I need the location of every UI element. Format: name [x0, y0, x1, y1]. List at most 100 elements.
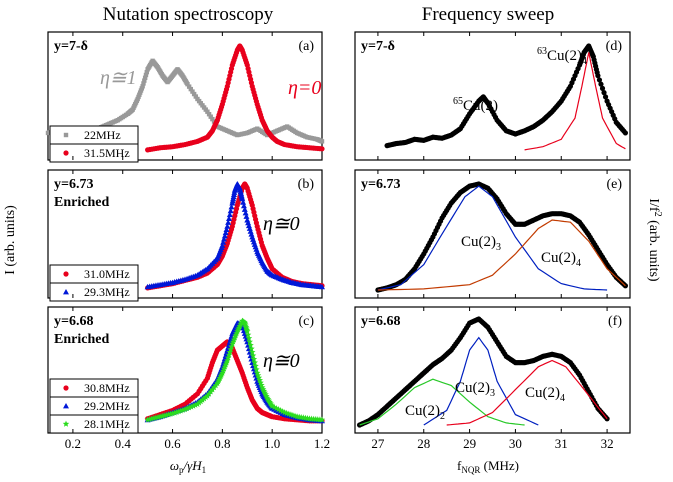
- data-point: [225, 351, 233, 358]
- data-point: [156, 413, 164, 420]
- x-tick-label: 27: [371, 436, 385, 451]
- panel-letter: (b): [298, 177, 315, 192]
- data-point: [599, 85, 606, 91]
- data-point: [319, 139, 325, 144]
- data-point: [266, 398, 273, 405]
- data-point: [175, 408, 182, 415]
- series-29-3mhz: [144, 181, 325, 290]
- data-point: [165, 411, 172, 418]
- legend-label: 28.1MHz: [84, 417, 130, 431]
- panel-letter: (a): [298, 39, 314, 54]
- data-point: [259, 385, 267, 392]
- data-point: [179, 406, 187, 413]
- data-point: [206, 111, 212, 117]
- data-point: [173, 408, 180, 415]
- data-point: [622, 130, 629, 136]
- header-left: Nutation spectroscopy: [103, 4, 274, 25]
- data-point: [144, 69, 150, 75]
- data-point: [185, 404, 193, 411]
- data-point: [225, 219, 232, 225]
- peak-label: 65Cu(2): [453, 96, 498, 114]
- data-point: [246, 338, 253, 345]
- eta-annotation: η≅1: [100, 67, 137, 89]
- panel-f: y=6.68 (f) Cu(2)2 Cu(2)3 Cu(2)4 27 28 29 30 31 32: [354, 306, 631, 451]
- legend-label: 29.3MHz: [84, 285, 130, 299]
- data-point: [239, 195, 246, 202]
- data-point: [200, 395, 208, 402]
- data-point: [244, 331, 252, 338]
- panel-d: y=7-δ (d) 65Cu(2) 63Cu(2)4: [354, 31, 631, 161]
- series-data: [375, 181, 629, 293]
- data-point: [247, 341, 254, 348]
- sample-label: y=6.68: [361, 314, 400, 329]
- panel-frame: [47, 31, 323, 161]
- panel-letter: (f): [608, 314, 622, 329]
- panel-c: y=6.68 Enriched (c) η≅0 30.8MHz 29.2MHz 28.1MH…: [47, 306, 330, 451]
- sample-label: y=6.73: [361, 177, 400, 192]
- legend-marker: [63, 150, 69, 156]
- data-point: [197, 398, 204, 405]
- data-point: [190, 402, 197, 409]
- legend: 22MHz 31.5MHz: [49, 125, 139, 163]
- peak-label: Cu(2)2: [405, 403, 445, 422]
- data-point: [202, 393, 209, 400]
- series-data: [356, 316, 610, 428]
- data-point: [240, 202, 247, 209]
- data-point: [208, 114, 213, 119]
- series-31-5mhz: [145, 43, 325, 153]
- sample-label-2: Enriched: [54, 195, 109, 210]
- sample-label: y=6.68: [54, 314, 93, 329]
- data-point: [224, 223, 231, 229]
- eta-annotation: η=0: [288, 77, 321, 99]
- right-xlabel: fNQR (MHz): [457, 458, 519, 475]
- x-tick-label: 0.6: [164, 436, 181, 451]
- data-point: [192, 401, 199, 408]
- panel-frame: [47, 306, 323, 434]
- data-point: [219, 242, 226, 248]
- data-point: [223, 226, 230, 232]
- legend-box: [49, 282, 139, 302]
- series-cu-2-4-fit: [377, 219, 626, 291]
- series-data: [384, 43, 629, 149]
- data-point: [181, 406, 189, 413]
- data-point: [240, 199, 247, 205]
- x-tick-label: 28: [417, 436, 430, 451]
- left-ylabel: I (arb. units): [3, 205, 18, 275]
- series-fit: [524, 52, 626, 151]
- data-point: [152, 414, 160, 421]
- x-tick-label: 0.2: [65, 436, 81, 451]
- legend-marker: [63, 271, 69, 277]
- data-point: [250, 355, 258, 362]
- panel-frame: [47, 169, 323, 299]
- sample-label: y=7-δ: [54, 39, 88, 54]
- data-point: [267, 400, 274, 407]
- data-point: [242, 209, 249, 216]
- eta-annotation: η≅0: [263, 213, 300, 235]
- data-point: [193, 94, 198, 99]
- data-point: [249, 352, 257, 359]
- data-point: [227, 207, 234, 214]
- sample-label: y=6.73: [54, 177, 93, 192]
- data-point: [264, 395, 272, 403]
- fit-line: [377, 219, 626, 291]
- data-point: [226, 215, 233, 222]
- data-point: [224, 354, 232, 361]
- sample-label: y=7-δ: [361, 39, 395, 54]
- legend-label: 30.8MHz: [84, 381, 130, 395]
- data-point: [595, 73, 601, 79]
- fit-line: [524, 52, 626, 151]
- data-point: [243, 213, 250, 219]
- legend-marker: [63, 403, 69, 409]
- panel-frame: [354, 306, 631, 434]
- series-cu-2-2-fit: [359, 378, 525, 426]
- data-point: [249, 348, 256, 355]
- data-point: [277, 407, 284, 414]
- legend-box: [49, 143, 139, 163]
- data-point: [319, 146, 325, 152]
- data-point: [224, 357, 231, 364]
- peak-label: 63Cu(2)4: [537, 46, 587, 67]
- data-point: [251, 359, 258, 366]
- fit-line: [446, 359, 608, 426]
- panel-b: y=6.73 Enriched (b) η≅0 31.0MHz 29.3MHz: [47, 169, 325, 302]
- data-point: [190, 89, 195, 94]
